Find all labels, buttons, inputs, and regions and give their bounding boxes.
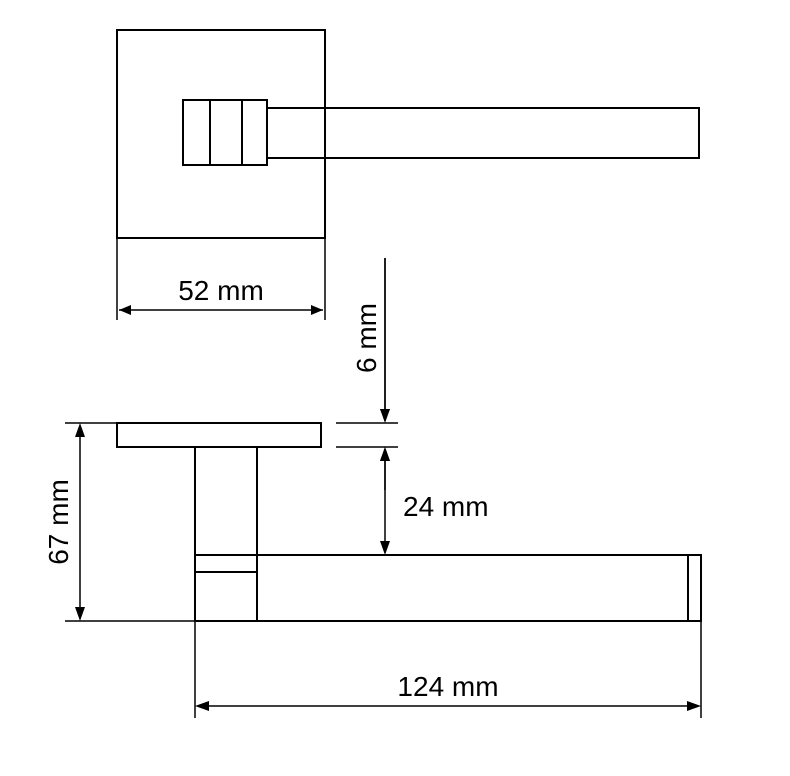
diagram-canvas: 52 mm 6 mm 24 mm (0, 0, 790, 776)
label-6mm: 6 mm (351, 303, 382, 373)
hub-block (183, 100, 267, 165)
dim-24mm (336, 447, 398, 555)
label-52mm: 52 mm (178, 275, 264, 306)
neck-side (195, 447, 257, 572)
dim-124mm (195, 621, 701, 718)
label-124mm: 124 mm (397, 671, 498, 702)
dim-67mm (65, 423, 195, 621)
side-view (117, 423, 701, 621)
lever-handle-top (267, 108, 699, 158)
lever-side (257, 555, 701, 621)
label-24mm: 24 mm (403, 491, 489, 522)
top-view (117, 30, 699, 238)
rose-plate (117, 30, 325, 238)
label-67mm: 67 mm (43, 479, 74, 565)
mounting-plate-side (117, 423, 321, 447)
